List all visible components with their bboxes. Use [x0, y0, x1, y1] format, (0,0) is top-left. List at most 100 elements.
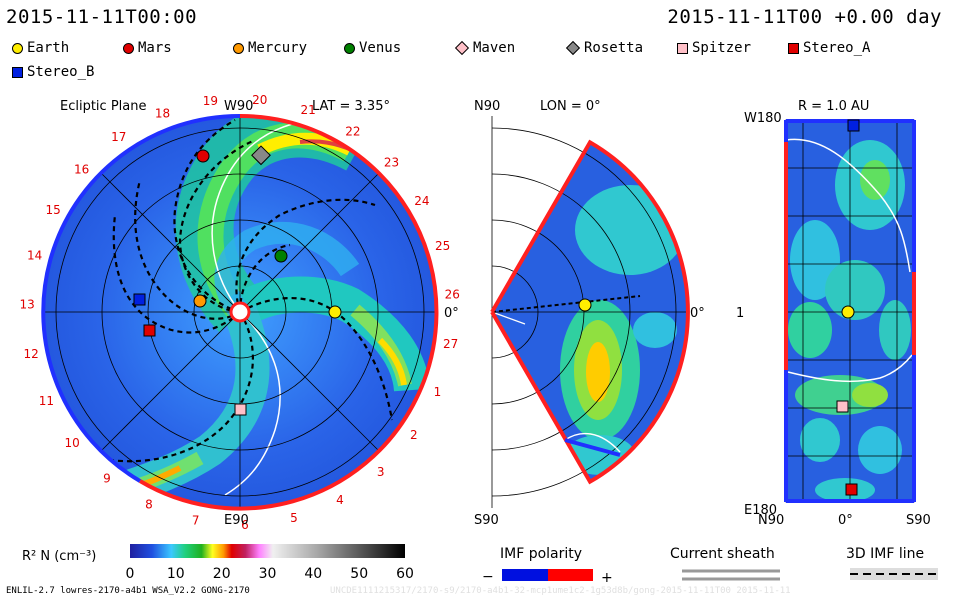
- radial-top-left-label: W180: [744, 111, 782, 126]
- carrington-labels: 19 20212223242526271234567891011121314151…: [19, 93, 459, 532]
- radial-grid: [785, 119, 915, 503]
- colorbar-tick-label: 30: [259, 566, 277, 582]
- ecliptic-bottom-label: E90: [224, 513, 249, 528]
- carrington-label: 21: [301, 103, 316, 117]
- legend-item-rosetta: Rosetta: [565, 40, 644, 56]
- radial-stereo-b-marker: [847, 119, 860, 132]
- legend-item-mercury: Mercury: [233, 40, 307, 56]
- legend-marker-square: [788, 42, 799, 54]
- earth-marker: [328, 305, 342, 319]
- colorbar-tick-label: 50: [350, 566, 368, 582]
- legend-item-earth: Earth: [12, 40, 69, 56]
- radial-bottom-label-n90: N90: [758, 513, 784, 528]
- colorbar-tick-label: 60: [396, 566, 414, 582]
- legend-marker-circle: [12, 42, 23, 54]
- radial-stereo-a-marker: [845, 483, 858, 496]
- sun-marker: [229, 301, 251, 323]
- mars-marker: [196, 149, 210, 163]
- meridional-plane-panel: N90 LON = 0°: [474, 99, 705, 528]
- rosetta-marker: [251, 145, 271, 166]
- legend-label: Venus: [359, 40, 402, 56]
- legend-label: Mars: [138, 40, 172, 56]
- carrington-label: 8: [145, 498, 153, 512]
- ecliptic-polarity-negative: [41, 113, 241, 483]
- radial-spitzer-marker: [836, 400, 849, 413]
- legend-label: Earth: [27, 40, 70, 56]
- stereo-b-marker: [133, 293, 146, 306]
- carrington-label: 10: [65, 436, 80, 450]
- carrington-label: 7: [192, 513, 200, 527]
- legend-label: Stereo_A: [803, 40, 871, 56]
- legend-item-stereo-b: Stereo_B: [12, 64, 94, 80]
- ecliptic-object-markers: [133, 145, 342, 416]
- legend-label: Rosetta: [584, 40, 644, 56]
- radial-mid-left-label: 1: [736, 306, 744, 321]
- legend-label: Stereo_B: [27, 64, 95, 80]
- carrington-label: 13: [19, 298, 34, 312]
- imf-polarity-key: IMF polarity − +: [482, 546, 613, 586]
- meridional-bottom-label: S90: [474, 513, 499, 528]
- footer-left: ENLIL-2.7 lowres-2170-a4b1 WSA_V2.2 GONG…: [6, 586, 250, 596]
- legend-marker-circle: [123, 42, 134, 54]
- ecliptic-imf-lines: [109, 119, 394, 463]
- carrington-label: 14: [27, 249, 42, 263]
- carrington-label: 20: [252, 93, 267, 107]
- colorbar-ticks: 0 10 20 30 40 50 60: [126, 566, 414, 582]
- radial-bottom-label-0: 0°: [838, 513, 853, 528]
- carrington-label: 22: [345, 124, 360, 138]
- imf-line-key: 3D IMF line: [846, 546, 938, 580]
- imf-polarity-plus: +: [601, 570, 613, 586]
- meridional-imf-line: [491, 295, 641, 313]
- legend-marker-square: [677, 42, 688, 54]
- radial-bottom-left-label: E180: [744, 503, 777, 518]
- carrington-label: 16: [74, 163, 89, 177]
- ecliptic-title: Ecliptic Plane: [60, 99, 146, 114]
- density-colorbar: R² N (cm⁻³) 0 10 20 30 40 50 60: [22, 544, 414, 582]
- carrington-label: 18: [155, 107, 170, 121]
- current-sheath-key: Current sheath: [670, 546, 780, 581]
- carrington-label: 3: [377, 465, 385, 479]
- ecliptic-top-label: W90: [224, 99, 253, 114]
- header-left-timestamp: 2015-11-11T00:00: [6, 6, 198, 28]
- colorbar-label: R² N (cm⁻³): [22, 549, 96, 564]
- ecliptic-lat-label: LAT = 3.35°: [312, 99, 390, 114]
- carrington-label: 26: [445, 288, 460, 302]
- carrington-label: 9: [103, 471, 111, 485]
- meridional-earth-marker: [578, 298, 592, 312]
- legend-item-spitzer: Spitzer: [677, 40, 751, 56]
- mercury-marker: [193, 294, 207, 308]
- legend-marker-square: [12, 66, 23, 78]
- radial-earth-marker: [841, 305, 855, 319]
- colorbar-tick-label: 10: [167, 566, 185, 582]
- carrington-label: 25: [435, 239, 450, 253]
- imf-polarity-title: IMF polarity: [500, 546, 582, 562]
- carrington-label: 19: [203, 94, 218, 108]
- legend-label: Maven: [473, 40, 516, 56]
- meridional-polarity-positive: [490, 139, 690, 485]
- carrington-label: 23: [384, 155, 399, 169]
- legend-item-venus: Venus: [344, 40, 401, 56]
- ecliptic-polarity-positive: [138, 113, 439, 511]
- meridional-top-left-label: N90: [474, 99, 500, 114]
- radial-features: [788, 140, 911, 502]
- carrington-label: 1: [434, 385, 442, 399]
- colorbar-gradient: [130, 544, 405, 558]
- carrington-label: 27: [443, 337, 458, 351]
- venus-marker: [274, 249, 288, 263]
- spitzer-marker: [234, 403, 247, 416]
- carrington-label: 15: [45, 203, 60, 217]
- imf-line-title: 3D IMF line: [846, 546, 924, 562]
- radial-top-label: R = 1.0 AU: [798, 99, 869, 114]
- radial-map-panel: R = 1.0 AU W180 1 E180: [736, 99, 931, 528]
- meridional-right-label: 0°: [690, 306, 705, 321]
- meridional-lon-label: LON = 0°: [540, 99, 601, 114]
- radial-bottom-label-s90: S90: [906, 513, 931, 528]
- carrington-label: 17: [111, 130, 126, 144]
- carrington-label: 4: [336, 493, 344, 507]
- legend-item-maven: Maven: [454, 40, 516, 56]
- colorbar-tick-label: 20: [213, 566, 231, 582]
- carrington-label: 2: [410, 428, 418, 442]
- ecliptic-plane-panel: Ecliptic Plane W90 LAT = 3.35°: [19, 93, 459, 532]
